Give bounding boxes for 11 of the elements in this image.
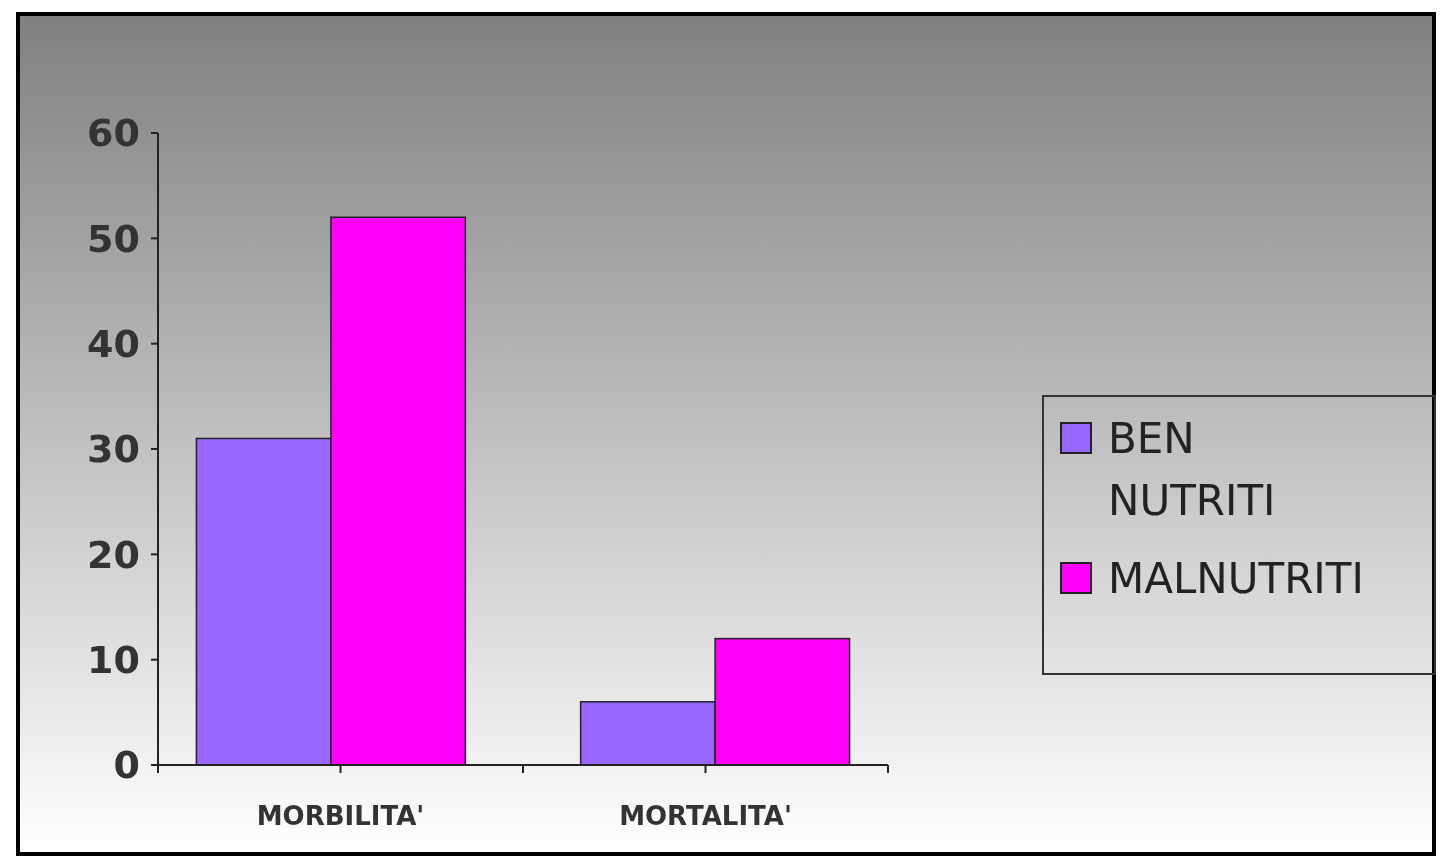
y-tick-label: 10 xyxy=(87,637,140,682)
legend-label: BEN NUTRITI xyxy=(1108,413,1276,525)
y-tick-label: 20 xyxy=(87,532,140,577)
x-tick-label: MORTALITA' xyxy=(619,801,792,831)
y-tick-label: 0 xyxy=(113,743,140,788)
x-tick-label: MORBILITA' xyxy=(256,801,425,831)
y-tick-label: 60 xyxy=(87,111,140,156)
legend-label: MALNUTRITI xyxy=(1108,553,1364,603)
y-tick-label: 30 xyxy=(87,427,140,472)
y-tick-label: 40 xyxy=(87,321,140,366)
y-tick-label: 50 xyxy=(87,216,140,261)
